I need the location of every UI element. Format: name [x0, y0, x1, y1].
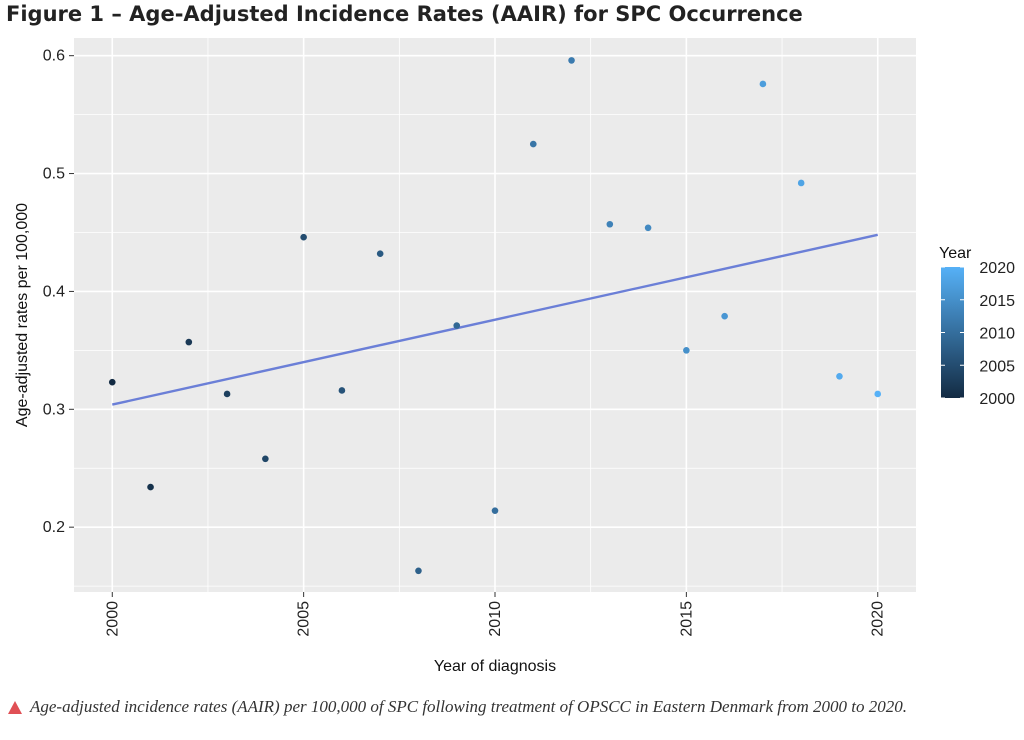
x-tick-label: 2015 — [678, 601, 695, 637]
scatter-chart: 0.2 0.3 0.4 0.5 0.6 2000 2005 2010 2015 2020 Year… — [14, 38, 1015, 675]
data-point — [338, 387, 346, 394]
legend-colorbar — [941, 267, 964, 398]
caption-marker-icon — [8, 700, 22, 714]
x-tick-label: 2000 — [104, 601, 121, 637]
trend-line — [112, 233, 878, 406]
data-point — [415, 567, 422, 575]
y-tick-label: 0.3 — [43, 401, 65, 418]
data-point — [683, 347, 690, 354]
figure-title: Figure 1 – Age-Adjusted Incidence Rates … — [6, 2, 803, 26]
y-tick-label: 0.5 — [43, 166, 65, 183]
figure-caption: Age-adjusted incidence rates (AAIR) per … — [8, 697, 907, 717]
color-legend: Year 2000 2005 2010 2015 2020 — [939, 245, 1015, 408]
x-axis-title: Year of diagnosis — [434, 658, 556, 675]
data-point — [874, 390, 882, 398]
legend-tick-label: 2000 — [979, 391, 1015, 408]
data-point — [759, 80, 767, 88]
data-point — [491, 507, 499, 514]
data-point — [376, 250, 384, 258]
data-point — [108, 378, 116, 386]
legend-title: Year — [939, 245, 972, 262]
data-point — [185, 338, 193, 346]
data-point — [606, 220, 614, 228]
data-point — [644, 224, 652, 232]
legend-tick-label: 2015 — [979, 293, 1015, 310]
data-point — [568, 57, 575, 64]
data-point — [300, 233, 307, 241]
y-axis-title: Age-adjusted rates per 100,000 — [14, 203, 31, 427]
data-point — [529, 140, 537, 148]
data-point — [836, 372, 843, 380]
x-tick-label: 2010 — [487, 601, 504, 637]
legend-tick-label: 2010 — [979, 326, 1015, 343]
x-tick-label: 2020 — [870, 601, 887, 637]
y-tick-label: 0.2 — [43, 519, 65, 536]
grid-lines — [74, 38, 916, 592]
data-point — [797, 179, 805, 187]
data-point — [223, 390, 231, 398]
data-points — [108, 57, 882, 575]
axes: 0.2 0.3 0.4 0.5 0.6 2000 2005 2010 2015 2020 — [43, 48, 887, 637]
caption-text: Age-adjusted incidence rates (AAIR) per … — [30, 697, 907, 716]
data-point — [147, 483, 154, 491]
data-point — [262, 455, 269, 463]
y-tick-label: 0.6 — [43, 48, 65, 65]
x-tick-label: 2005 — [296, 601, 313, 637]
trend-line-group — [112, 233, 878, 406]
data-point — [453, 322, 461, 329]
legend-tick-label: 2005 — [979, 358, 1015, 375]
legend-tick-label: 2020 — [979, 260, 1015, 277]
data-point — [721, 312, 728, 320]
y-tick-label: 0.4 — [43, 283, 65, 300]
